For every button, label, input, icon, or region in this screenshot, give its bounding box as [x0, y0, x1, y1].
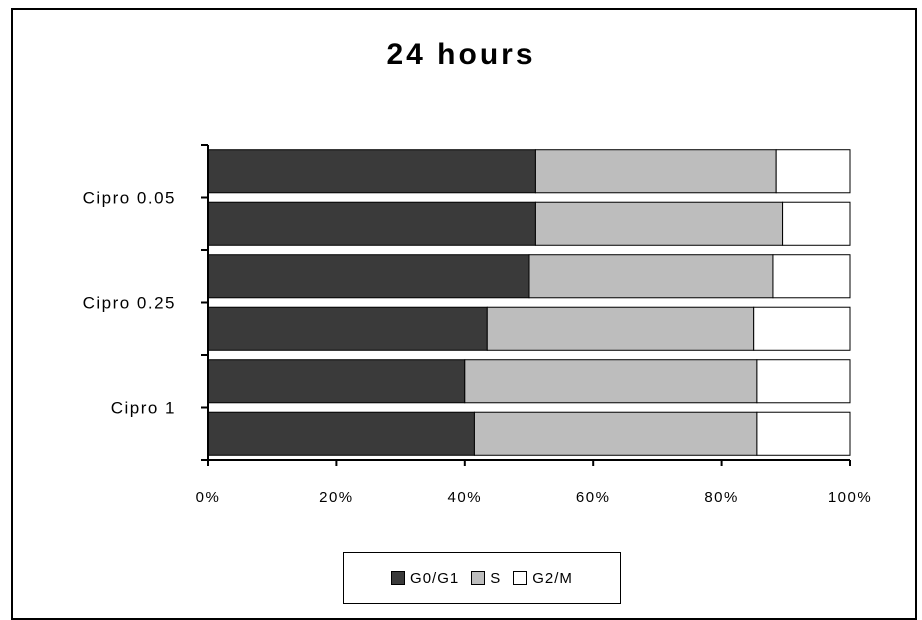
- legend-item-g0g1: G0/G1: [391, 570, 459, 587]
- legend-swatch-g2m: [513, 571, 528, 585]
- bar-segment-s-4: [486, 306, 755, 351]
- bar-segment-g2m-3: [772, 254, 851, 299]
- bar-segment-s-2: [534, 201, 784, 246]
- bar-segment-g0g1-2: [207, 201, 536, 246]
- x-tick-label-3: 60%: [576, 489, 611, 506]
- bar-segment-g0g1-5: [207, 359, 466, 404]
- category-label-1: Cipro 0.05: [83, 189, 176, 208]
- bar-segment-s-6: [473, 411, 758, 456]
- category-label-2: Cipro 0.25: [83, 294, 176, 313]
- legend: G0/G1 S G2/M: [343, 552, 621, 604]
- bar-segment-g0g1-3: [207, 254, 530, 299]
- chart-plot: Cipro 0.05 Cipro 0.25 Cipro 1 0% 20% 40% 60% 80…: [83, 144, 872, 506]
- bar-segment-g2m-6: [756, 411, 851, 456]
- bar-segment-g2m-2: [782, 201, 851, 246]
- x-tick-label-1: 20%: [319, 489, 354, 506]
- legend-item-g2m: G2/M: [513, 570, 573, 587]
- bar-segment-g0g1-1: [207, 149, 536, 194]
- legend-item-s: S: [471, 570, 501, 587]
- bar-segment-g2m-5: [756, 359, 851, 404]
- legend-label-g0g1: G0/G1: [410, 569, 460, 587]
- bar-segment-s-3: [528, 254, 774, 299]
- x-tick-label-2: 40%: [448, 489, 483, 506]
- x-tick-label-4: 80%: [704, 489, 739, 506]
- legend-label-s: S: [490, 569, 502, 587]
- bar-segment-g2m-4: [753, 306, 851, 351]
- category-label-3: Cipro 1: [111, 399, 176, 418]
- bar-segment-s-1: [534, 149, 777, 194]
- bar-segment-s-5: [464, 359, 758, 404]
- bar-segment-g0g1-4: [207, 306, 488, 351]
- x-tick-label-5: 100%: [828, 489, 872, 506]
- x-tick-label-0: 0%: [196, 489, 221, 506]
- chart-title: 24 hours: [386, 38, 536, 71]
- legend-swatch-g0g1: [391, 571, 406, 585]
- bar-segment-g2m-1: [775, 149, 851, 194]
- bar-segment-g0g1-6: [207, 411, 475, 456]
- legend-label-g2m: G2/M: [532, 569, 573, 587]
- legend-swatch-s: [471, 571, 486, 585]
